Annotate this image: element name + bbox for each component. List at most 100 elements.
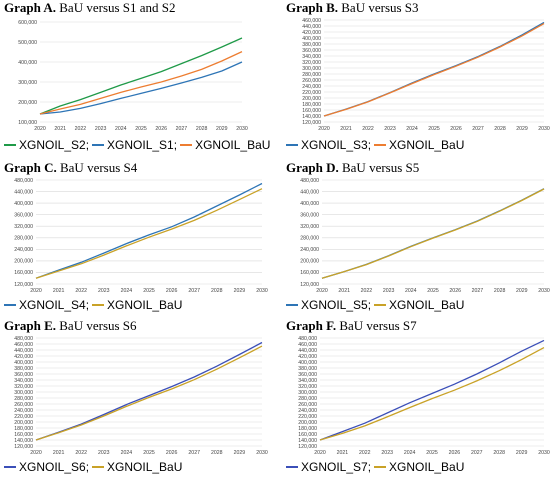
legend-swatch [4,466,16,468]
y-tick-label: 380,000 [14,366,33,372]
legend-swatch [286,304,298,306]
graph-a-chart: 100,000 200,000 300,000 400,000 500,000 600,0… [18,20,248,132]
y-tick-label: 320,000 [14,224,33,230]
y-tick-label: 380,000 [302,42,321,48]
x-tick-label: 2028 [196,126,208,132]
graph-e-title-text: BaU versus S6 [59,318,137,333]
y-tick-label: 360,000 [298,372,317,378]
x-tick-label: 2029 [234,450,246,456]
y-tick-label: 480,000 [14,336,33,342]
legend-label: XGNOIL_S3; [301,138,372,152]
series-line-xgnoil-s4 [35,182,263,279]
y-tick-label: 180,000 [298,426,317,432]
y-tick-label: 440,000 [298,348,317,354]
y-tick-label: 480,000 [298,336,317,342]
series-line-xgnoil-bau [39,51,243,115]
graph-d-title: Graph D. BaU versus S5 [286,160,419,176]
y-tick-label: 280,000 [300,236,319,242]
x-tick-label: 2030 [256,288,268,294]
x-tick-label: 2026 [155,126,167,132]
legend-swatch [374,144,387,146]
x-tick-label: 2027 [472,126,484,132]
x-tick-label: 2024 [121,450,133,456]
y-tick-label: 440,000 [14,189,33,195]
x-tick-label: 2029 [216,126,228,132]
graph-d-title-bold: Graph D. [286,160,339,175]
x-tick-label: 2021 [53,288,65,294]
y-tick-label: 360,000 [302,48,321,54]
legend-label: XGNOIL_BaU [195,138,271,152]
legend-item: XGNOIL_S4; [4,298,89,312]
y-tick-label: 600,000 [18,20,37,26]
x-tick-label: 2027 [471,450,483,456]
y-tick-label: 400,000 [14,360,33,366]
y-tick-label: 440,000 [300,189,319,195]
x-tick-label: 2025 [428,126,440,132]
y-tick-label: 120,000 [300,282,319,288]
x-tick-label: 2021 [53,450,65,456]
x-tick-label: 2028 [211,450,223,456]
x-tick-label: 2030 [256,450,268,456]
y-tick-label: 200,000 [14,259,33,265]
y-tick-label: 480,000 [14,178,33,184]
legend-label: XGNOIL_BaU [107,460,183,474]
y-tick-label: 320,000 [298,384,317,390]
y-tick-label: 400,000 [302,36,321,42]
graph-b-title: Graph B. BaU versus S3 [286,0,419,16]
legend-label: XGNOIL_S1; [107,138,178,152]
legend-label: XGNOIL_BaU [389,138,465,152]
y-tick-label: 220,000 [14,414,33,420]
x-tick-label: 2022 [75,450,87,456]
x-tick-label: 2029 [234,288,246,294]
y-tick-label: 200,000 [302,96,321,102]
series-line-xgnoil-s2 [39,37,243,115]
y-tick-label: 240,000 [300,247,319,253]
x-tick-label: 2020 [34,126,46,132]
legend-swatch [92,466,105,468]
x-tick-label: 2025 [143,288,155,294]
legend-item: XGNOIL_S7; [286,460,371,474]
graph-d-legend: XGNOIL_S5; XGNOIL_BaU [286,298,464,312]
graph-c-title: Graph C. BaU versus S4 [4,160,137,176]
x-tick-label: 2026 [450,126,462,132]
legend-item: XGNOIL_S6; [4,460,89,474]
y-tick-label: 120,000 [302,120,321,126]
x-tick-label: 2028 [494,288,506,294]
y-tick-label: 200,000 [14,420,33,426]
graph-d-panel: Graph D. BaU versus S5 120,000 160,000 200… [282,160,550,315]
y-tick-label: 180,000 [14,426,33,432]
x-tick-label: 2029 [516,288,528,294]
x-tick-label: 2022 [75,288,87,294]
y-tick-label: 460,000 [298,342,317,348]
x-tick-label: 2023 [381,450,393,456]
legend-item: XGNOIL_S2; [4,138,89,152]
y-tick-label: 220,000 [302,90,321,96]
legend-swatch [374,466,387,468]
legend-label: XGNOIL_S4; [19,298,90,312]
y-tick-label: 300,000 [14,390,33,396]
x-tick-label: 2020 [30,288,42,294]
y-tick-label: 280,000 [14,236,33,242]
graph-e-panel: Graph E. BaU versus S6 120,000 140,000 160… [0,318,268,474]
y-tick-label: 140,000 [14,438,33,444]
y-tick-label: 180,000 [302,102,321,108]
x-tick-label: 2024 [406,126,418,132]
y-tick-label: 240,000 [14,408,33,414]
x-tick-label: 2029 [516,126,528,132]
x-tick-label: 2029 [516,450,528,456]
legend-swatch [92,144,105,146]
y-tick-label: 360,000 [300,212,319,218]
y-tick-label: 240,000 [298,408,317,414]
graph-e-title: Graph E. BaU versus S6 [4,318,137,334]
x-tick-label: 2027 [472,288,484,294]
x-tick-label: 2021 [340,126,352,132]
y-tick-label: 340,000 [14,378,33,384]
y-tick-label: 340,000 [298,378,317,384]
x-tick-label: 2020 [30,450,42,456]
graph-f-chart: 120,000140,000160,000180,000200,000220,0… [298,336,550,456]
y-tick-label: 320,000 [300,224,319,230]
x-tick-label: 2020 [314,450,326,456]
series-line-xgnoil-s3 [323,21,545,117]
graph-f-title-bold: Graph F. [286,318,337,333]
x-tick-label: 2023 [383,288,395,294]
